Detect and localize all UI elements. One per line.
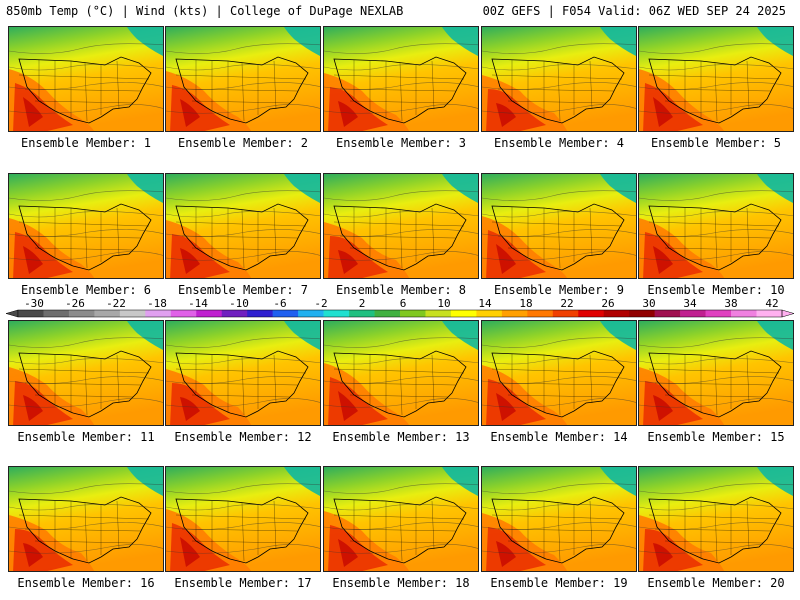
colorbar-tick-label: -10	[229, 297, 249, 310]
ensemble-member-label: Ensemble Member: 8	[335, 283, 467, 297]
temperature-map	[165, 173, 321, 279]
colorbar-swatch	[323, 310, 350, 317]
temperature-colorbar: -30 -26 -22 -18 -14 -10 -6 -2 2 6 10 14 18 22 26 30 34 38…	[6, 296, 794, 320]
ensemble-member-label: Ensemble Member: 6	[20, 283, 152, 297]
temperature-map	[8, 466, 164, 572]
ensemble-member-label: Ensemble Member: 12	[174, 430, 312, 444]
ensemble-member-label: Ensemble Member: 4	[493, 136, 625, 150]
colorbar-tick-label: 6	[400, 297, 407, 310]
colorbar-tick-label: 42	[765, 297, 778, 310]
colorbar-swatch	[450, 310, 477, 317]
colorbar-tick-label: -18	[147, 297, 167, 310]
colorbar-tick-label: 26	[601, 297, 614, 310]
temperature-map	[165, 320, 321, 426]
temperature-map	[481, 466, 637, 572]
ensemble-member-label: Ensemble Member: 15	[647, 430, 785, 444]
map-title: 850mb Temp (°C) | Wind (kts) | College o…	[6, 4, 404, 18]
colorbar-tick-label: -14	[188, 297, 208, 310]
colorbar-tick-label: 10	[437, 297, 450, 310]
temperature-map	[165, 26, 321, 132]
ensemble-member-label: Ensemble Member: 16	[17, 576, 155, 590]
colorbar-swatch	[170, 310, 197, 317]
colorbar-swatch	[501, 310, 528, 317]
colorbar-swatch	[629, 310, 655, 317]
ensemble-member-label: Ensemble Member: 5	[650, 136, 782, 150]
temperature-map	[638, 26, 794, 132]
colorbar-swatch	[705, 310, 732, 317]
ensemble-member-label: Ensemble Member: 11	[17, 430, 155, 444]
colorbar-tick-label: 22	[560, 297, 573, 310]
colorbar-arrow-high	[781, 309, 794, 318]
colorbar-tick-label: 18	[519, 297, 532, 310]
temperature-map	[481, 173, 637, 279]
colorbar-swatch	[476, 310, 503, 317]
colorbar-tick-label: -30	[24, 297, 44, 310]
colorbar-swatch	[119, 310, 146, 317]
temperature-map	[638, 320, 794, 426]
colorbar-tick-label: -2	[314, 297, 327, 310]
colorbar-tick-label: -6	[273, 297, 286, 310]
colorbar-tick-label: -26	[65, 297, 85, 310]
temperature-map	[323, 173, 479, 279]
temperature-map	[481, 26, 637, 132]
colorbar-swatch	[756, 310, 783, 317]
temperature-map	[638, 466, 794, 572]
colorbar-tick-label: 2	[359, 297, 366, 310]
colorbar-swatch	[196, 310, 223, 317]
colorbar-tick-label: 30	[642, 297, 655, 310]
colorbar-tick-label: 14	[478, 297, 492, 310]
colorbar-swatch	[374, 310, 401, 317]
ensemble-member-label: Ensemble Member: 19	[490, 576, 628, 590]
temperature-map	[323, 466, 479, 572]
colorbar-swatch	[400, 310, 426, 317]
colorbar-tick-label: 34	[683, 297, 697, 310]
colorbar-swatch	[43, 310, 70, 317]
temperature-map	[165, 466, 321, 572]
ensemble-member-label: Ensemble Member: 1	[20, 136, 152, 150]
ensemble-member-label: Ensemble Member: 9	[493, 283, 625, 297]
colorbar-swatch	[272, 310, 299, 317]
colorbar-swatch	[552, 310, 579, 317]
ensemble-member-label: Ensemble Member: 10	[647, 283, 785, 297]
colorbar-swatch	[680, 310, 706, 317]
temperature-map	[481, 320, 637, 426]
colorbar-swatch	[247, 310, 273, 317]
colorbar-swatch	[94, 310, 121, 317]
colorbar-swatch	[731, 310, 757, 317]
ensemble-member-label: Ensemble Member: 18	[332, 576, 470, 590]
colorbar-tick-label: -22	[106, 297, 126, 310]
colorbar-swatch	[298, 310, 324, 317]
temperature-map	[323, 320, 479, 426]
temperature-map	[638, 173, 794, 279]
colorbar-tick-label: 38	[724, 297, 737, 310]
temperature-map	[8, 26, 164, 132]
ensemble-member-label: Ensemble Member: 2	[177, 136, 309, 150]
colorbar-swatch	[578, 310, 605, 317]
temperature-map	[323, 26, 479, 132]
colorbar-swatch	[145, 310, 172, 317]
colorbar-swatch	[349, 310, 375, 317]
temperature-map	[8, 173, 164, 279]
colorbar-swatch	[68, 310, 95, 317]
ensemble-member-label: Ensemble Member: 7	[177, 283, 309, 297]
ensemble-member-label: Ensemble Member: 14	[490, 430, 628, 444]
temperature-map	[8, 320, 164, 426]
ensemble-member-label: Ensemble Member: 3	[335, 136, 467, 150]
ensemble-member-label: Ensemble Member: 20	[647, 576, 785, 590]
colorbar-swatch	[18, 310, 44, 317]
colorbar-arrow-low	[6, 309, 19, 318]
colorbar-swatch	[221, 310, 248, 317]
ensemble-member-label: Ensemble Member: 17	[174, 576, 312, 590]
colorbar-swatch	[603, 310, 630, 317]
colorbar-swatch	[425, 310, 452, 317]
colorbar-swatch	[527, 310, 554, 317]
run-valid-time: 00Z GEFS | F054 Valid: 06Z WED SEP 24 20…	[482, 4, 786, 18]
colorbar-swatch	[654, 310, 681, 317]
ensemble-member-label: Ensemble Member: 13	[332, 430, 470, 444]
